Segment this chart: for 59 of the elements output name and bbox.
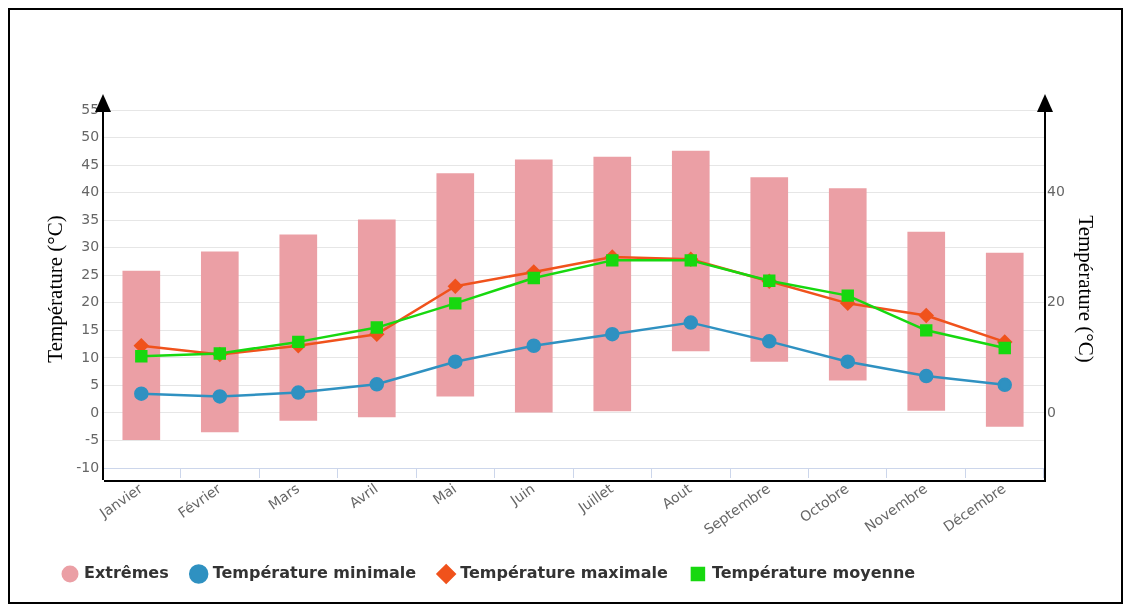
x-tick-label: Juin	[506, 480, 538, 509]
point	[998, 341, 1011, 355]
point	[527, 271, 540, 285]
y-tick-label: 10	[81, 348, 100, 365]
y-axis-title: Température (°C)	[43, 215, 68, 363]
y2-axis-title: Température (°C)	[1073, 215, 1098, 363]
point	[683, 315, 699, 330]
point	[369, 377, 385, 392]
bar	[907, 231, 946, 411]
bar	[200, 251, 239, 433]
y2-tick-label: 40	[1046, 183, 1065, 200]
bar	[357, 219, 396, 418]
point	[292, 335, 305, 349]
x-tick-label: Mai	[429, 480, 460, 508]
y-tick-label: 45	[81, 155, 100, 172]
bar	[828, 188, 867, 381]
point	[920, 324, 933, 337]
legend-label: Température minimale	[212, 563, 417, 583]
point	[449, 297, 462, 310]
point	[212, 389, 228, 404]
point	[919, 368, 934, 384]
bar	[279, 234, 318, 421]
y-tick-label: 35	[81, 210, 100, 227]
point	[605, 326, 620, 342]
y-tick-label: 40	[81, 183, 100, 200]
y-tick-label: 0	[90, 403, 100, 420]
legend-label: Extrêmes	[84, 563, 169, 583]
point	[448, 279, 463, 294]
y2-tick-label: 0	[1046, 403, 1056, 420]
bar	[750, 177, 789, 362]
y-tick-label: 20	[81, 293, 100, 310]
point	[370, 321, 383, 334]
y-tick-label: 15	[81, 320, 100, 337]
y2-tick-label: 20	[1046, 293, 1065, 310]
bar	[593, 156, 632, 412]
point	[526, 338, 542, 353]
legend-label: Température moyenne	[711, 563, 916, 583]
point	[135, 350, 148, 363]
bar	[514, 159, 553, 413]
bar	[436, 173, 475, 397]
point	[448, 354, 463, 369]
y-tick-label: -10	[76, 458, 100, 475]
bar	[671, 150, 710, 352]
bar	[122, 270, 161, 440]
point	[606, 254, 619, 267]
point	[762, 334, 777, 349]
y-tick-label: 25	[81, 265, 100, 282]
point	[841, 289, 854, 302]
y-tick-label: -5	[85, 431, 100, 448]
legend-label: Température maximale	[460, 563, 669, 583]
y-tick-label: 5	[90, 376, 100, 393]
bar	[985, 252, 1024, 427]
point	[291, 385, 306, 400]
point	[134, 386, 149, 401]
y-tick-label: 50	[81, 128, 100, 145]
point	[840, 354, 855, 369]
point	[919, 308, 934, 323]
point	[997, 377, 1012, 393]
y-tick-label: 30	[81, 238, 100, 255]
